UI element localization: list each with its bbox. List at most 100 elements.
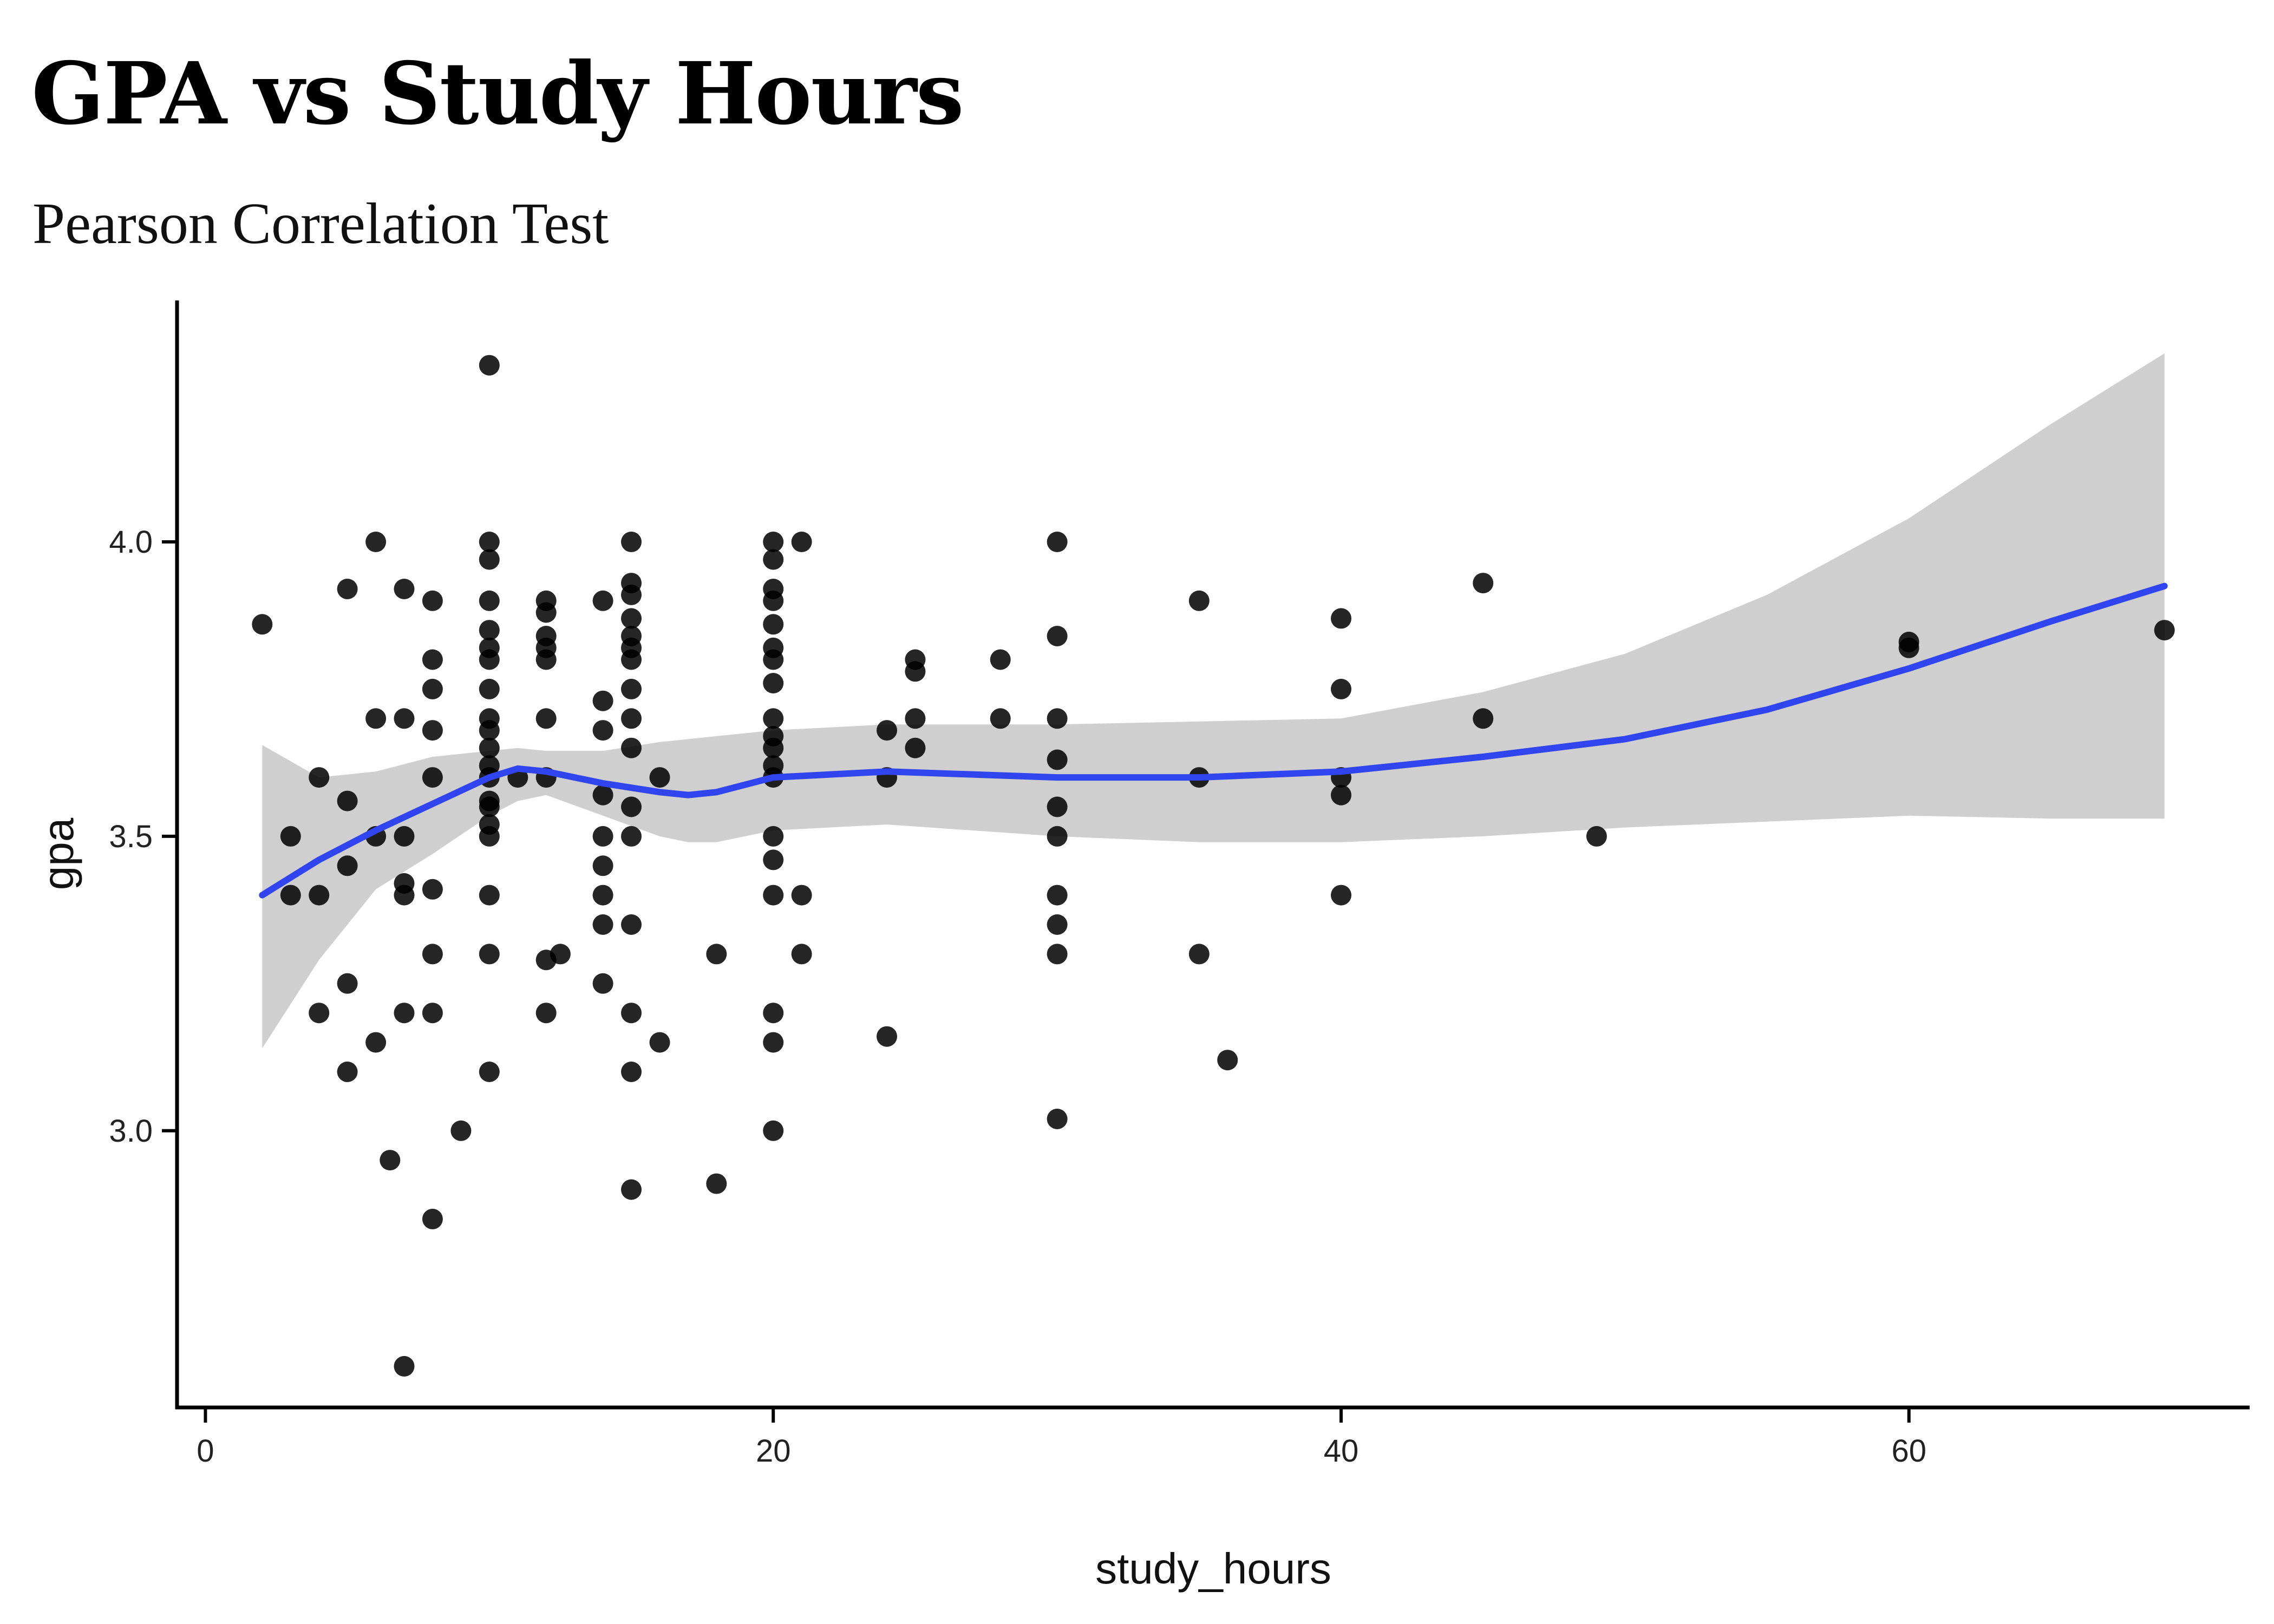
data-point	[479, 678, 500, 699]
data-point	[450, 1120, 472, 1141]
data-point	[621, 737, 642, 758]
data-point	[422, 649, 443, 670]
data-point	[763, 590, 784, 611]
data-point	[535, 708, 557, 729]
data-point	[309, 767, 330, 788]
data-point	[763, 708, 784, 729]
data-point	[479, 620, 500, 641]
data-point	[1047, 885, 1068, 906]
data-point	[592, 590, 613, 611]
smooth-line-layer	[259, 582, 2168, 899]
data-point	[479, 355, 500, 376]
data-point	[1047, 826, 1068, 847]
data-point	[422, 720, 443, 741]
data-point	[1331, 608, 1351, 629]
data-point	[763, 737, 784, 758]
data-point	[763, 649, 784, 670]
confidence-band-layer	[262, 353, 2165, 1049]
data-point	[1047, 914, 1068, 935]
data-point	[592, 885, 613, 906]
data-point	[791, 885, 812, 906]
y-axis-title: gpa	[34, 817, 82, 890]
data-point	[550, 944, 571, 965]
data-point	[621, 678, 642, 699]
data-point	[763, 532, 784, 552]
data-point	[365, 708, 387, 729]
data-point	[2154, 620, 2175, 641]
data-point	[763, 826, 784, 847]
data-point	[1331, 885, 1351, 906]
data-point	[763, 549, 784, 570]
data-point	[394, 1003, 415, 1024]
data-point	[1047, 532, 1068, 552]
data-point	[479, 826, 500, 847]
data-point	[763, 1032, 784, 1053]
data-point	[422, 678, 443, 699]
data-point	[365, 1032, 387, 1053]
data-point	[479, 944, 500, 965]
data-point	[621, 608, 642, 629]
data-point	[1188, 590, 1210, 611]
data-point	[337, 855, 358, 876]
data-point	[479, 737, 500, 758]
data-point	[706, 1173, 727, 1194]
data-point	[763, 673, 784, 693]
data-point	[621, 708, 642, 729]
data-point	[422, 879, 443, 900]
data-point	[1473, 573, 1494, 594]
data-point	[706, 944, 727, 965]
data-point	[1898, 637, 1919, 658]
data-point	[621, 796, 642, 817]
data-point	[337, 790, 358, 811]
data-point	[621, 826, 642, 847]
data-point	[1047, 626, 1068, 646]
data-point	[380, 1150, 401, 1171]
data-point	[1217, 1050, 1238, 1071]
y-tick-label: 3.0	[109, 1114, 153, 1149]
data-point	[649, 767, 670, 788]
data-point	[1586, 826, 1607, 847]
data-point	[905, 661, 926, 682]
data-point	[422, 590, 443, 611]
data-point	[479, 796, 500, 817]
data-point	[479, 1062, 500, 1082]
data-point	[990, 708, 1011, 729]
data-point	[1047, 708, 1068, 729]
data-point	[649, 1032, 670, 1053]
data-point	[1473, 708, 1494, 729]
data-point	[621, 584, 642, 605]
data-point	[592, 690, 613, 711]
data-point	[309, 885, 330, 906]
data-point	[621, 1003, 642, 1024]
x-tick-label: 0	[197, 1433, 214, 1469]
confidence-band	[262, 353, 2165, 1049]
data-point	[1047, 1109, 1068, 1129]
x-tick-label: 40	[1324, 1433, 1359, 1469]
data-point	[394, 579, 415, 599]
data-point	[1047, 944, 1068, 965]
data-point	[479, 549, 500, 570]
data-point	[592, 973, 613, 994]
data-point	[763, 885, 784, 906]
data-point	[791, 944, 812, 965]
data-point	[1331, 678, 1351, 699]
data-point	[309, 1003, 330, 1024]
data-point	[479, 720, 500, 741]
chart-subtitle: Pearson Correlation Test	[32, 192, 609, 256]
x-tick-label: 20	[756, 1433, 791, 1469]
axes-layer: 0 20 40 60 3.0 3.5 4.0	[109, 300, 2250, 1469]
data-point	[877, 1026, 897, 1047]
data-point	[763, 614, 784, 635]
data-point	[905, 737, 926, 758]
data-point	[394, 708, 415, 729]
data-point	[535, 649, 557, 670]
data-point	[592, 914, 613, 935]
data-point	[535, 602, 557, 623]
data-point	[1331, 784, 1351, 806]
data-point	[422, 1003, 443, 1024]
data-point	[621, 1179, 642, 1200]
data-point	[479, 885, 500, 906]
data-point	[422, 767, 443, 788]
data-point	[592, 720, 613, 741]
